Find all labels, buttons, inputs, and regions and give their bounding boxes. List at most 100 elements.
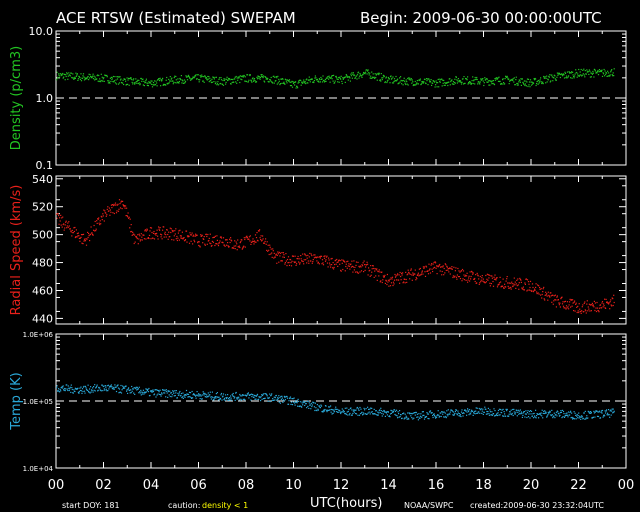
speed-data-point xyxy=(206,243,208,245)
temp-data-point xyxy=(214,396,216,398)
density-data-point xyxy=(366,73,368,75)
density-data-point xyxy=(151,86,154,88)
speed-data-point xyxy=(252,240,255,243)
density-data-point xyxy=(279,84,281,86)
temp-data-point xyxy=(114,384,116,386)
speed-data-point xyxy=(432,263,434,265)
speed-data-point xyxy=(536,293,538,295)
speed-data-point xyxy=(407,273,409,275)
speed-data-point xyxy=(61,226,63,228)
speed-data-point xyxy=(606,301,608,304)
temp-data-point xyxy=(342,409,344,411)
temp-data-point xyxy=(174,390,176,392)
temp-data-point xyxy=(301,402,303,404)
density-data-point xyxy=(354,77,357,79)
density-data-point xyxy=(277,82,279,84)
density-data-point xyxy=(123,78,125,80)
density-data-point xyxy=(258,77,260,79)
speed-data-point xyxy=(125,215,127,217)
density-data-point xyxy=(502,79,504,81)
temp-data-point xyxy=(162,389,164,391)
temp-data-point xyxy=(61,385,63,388)
speed-data-point xyxy=(324,260,327,262)
temp-data-point xyxy=(523,411,525,413)
density-data-point xyxy=(254,80,256,82)
speed-data-point xyxy=(378,275,380,277)
x-tick-label: 04 xyxy=(143,478,160,493)
temp-data-point xyxy=(442,413,444,415)
temp-data-point xyxy=(227,399,229,401)
density-data-point xyxy=(558,72,560,75)
speed-data-point xyxy=(65,220,67,222)
temp-data-point xyxy=(456,413,458,415)
speed-data-point xyxy=(287,262,289,264)
speed-data-point xyxy=(419,267,421,270)
speed-data-point xyxy=(330,258,332,260)
temp-data-point xyxy=(260,400,262,402)
temp-data-point xyxy=(403,412,405,414)
density-data-point xyxy=(598,69,601,71)
temp-data-point xyxy=(514,413,516,415)
speed-data-point xyxy=(552,294,554,296)
density-data-point xyxy=(237,76,239,78)
temp-data-point xyxy=(383,410,385,412)
temp-data-point xyxy=(579,415,581,417)
temp-data-point xyxy=(408,418,410,420)
temp-data-point xyxy=(476,407,478,409)
density-data-point xyxy=(229,79,231,81)
temp-data-point xyxy=(76,388,78,390)
density-data-point xyxy=(532,82,534,84)
speed-data-point xyxy=(587,306,589,308)
density-data-point xyxy=(610,70,612,72)
speed-data-point xyxy=(300,255,302,257)
density-data-point xyxy=(371,77,373,79)
temp-data-point xyxy=(111,386,113,388)
speed-data-point xyxy=(316,260,318,262)
density-data-point xyxy=(123,83,125,86)
speed-data-point xyxy=(609,301,611,303)
density-data-point xyxy=(60,73,62,75)
temp-data-point xyxy=(283,400,285,402)
density-data-point xyxy=(371,71,373,73)
temp-data-point xyxy=(505,408,507,410)
density-data-point xyxy=(485,78,487,80)
speed-data-point xyxy=(277,251,279,253)
density-data-point xyxy=(288,79,291,81)
speed-data-point xyxy=(485,281,487,283)
density-data-point xyxy=(416,80,418,82)
speed-data-point xyxy=(120,201,122,203)
temp-data-point xyxy=(520,411,522,413)
density-data-point xyxy=(112,81,114,83)
speed-data-point xyxy=(194,235,196,237)
temp-data-point xyxy=(577,415,579,417)
density-data-point xyxy=(428,80,431,82)
speed-data-point xyxy=(72,232,74,234)
density-data-point xyxy=(486,81,488,83)
density-data-point xyxy=(431,84,433,86)
temp-data-point xyxy=(240,399,242,401)
speed-data-point xyxy=(173,235,175,237)
density-data-point xyxy=(527,85,529,88)
temp-data-point xyxy=(195,397,197,399)
density-data-point xyxy=(428,78,430,80)
temp-data-point xyxy=(486,413,488,415)
density-data-point xyxy=(100,73,102,75)
temp-data-point xyxy=(92,391,94,393)
density-data-point xyxy=(303,81,305,83)
temp-data-point xyxy=(328,409,330,411)
speed-data-point xyxy=(503,287,505,289)
temp-data-point xyxy=(329,406,331,408)
density-data-point xyxy=(443,79,445,82)
density-data-point xyxy=(504,83,506,85)
speed-data-point xyxy=(56,213,58,215)
speed-data-point xyxy=(466,272,468,274)
temp-data-point xyxy=(367,406,369,408)
temp-data-point xyxy=(604,410,606,412)
temp-data-point xyxy=(113,388,115,390)
temp-data-point xyxy=(469,409,471,411)
temp-data-point xyxy=(598,411,600,413)
speed-data-point xyxy=(504,283,506,285)
temp-data-point xyxy=(121,389,123,391)
density-data-point xyxy=(402,80,404,82)
temp-data-point xyxy=(396,415,398,417)
